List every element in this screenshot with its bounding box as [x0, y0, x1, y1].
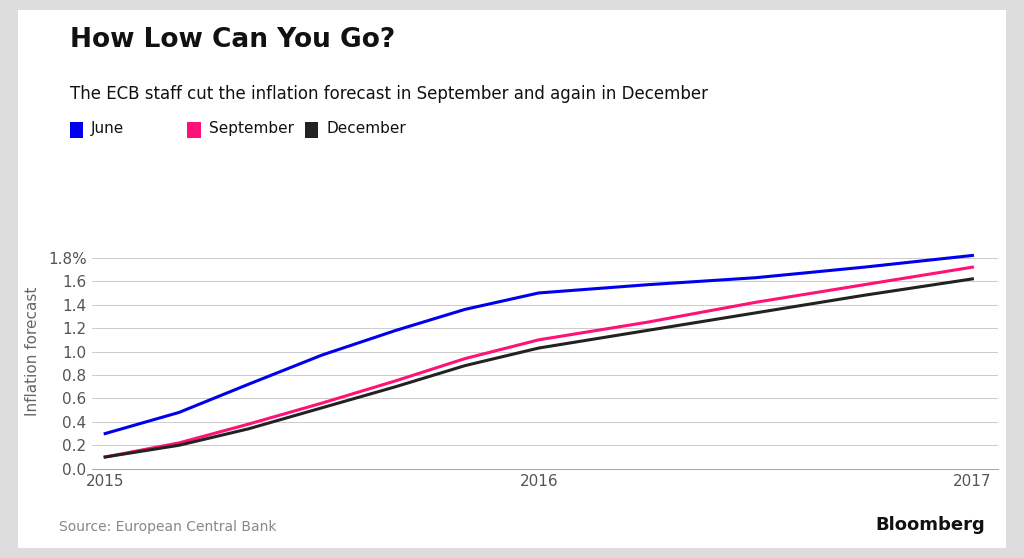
Text: Source: European Central Bank: Source: European Central Bank	[59, 520, 276, 534]
Text: The ECB staff cut the inflation forecast in September and again in December: The ECB staff cut the inflation forecast…	[70, 85, 708, 103]
Text: How Low Can You Go?: How Low Can You Go?	[70, 27, 395, 53]
Text: December: December	[327, 122, 407, 136]
Text: September: September	[209, 122, 294, 136]
Text: Bloomberg: Bloomberg	[876, 516, 985, 534]
Text: June: June	[91, 122, 124, 136]
Y-axis label: Inflation forecast: Inflation forecast	[25, 287, 40, 416]
